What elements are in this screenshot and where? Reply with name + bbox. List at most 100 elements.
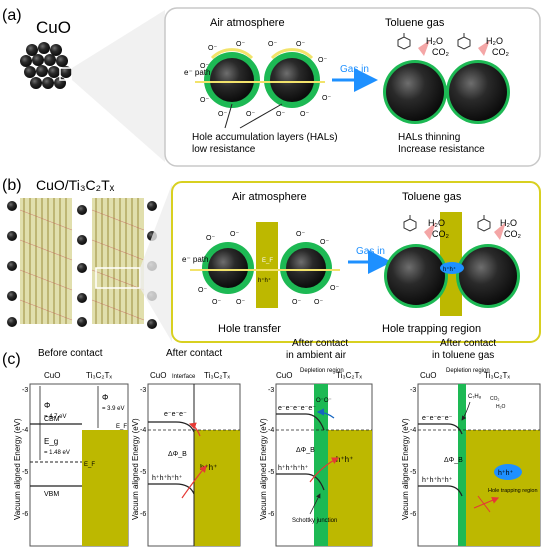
- a-toluene-title: Toluene gas: [385, 17, 445, 29]
- svg-text:O⁻: O⁻: [276, 111, 285, 118]
- cuo-ti3c2tx-title: CuO/Ti₃C₂Tₓ: [36, 177, 115, 193]
- a-toluene-sphere-2: [446, 60, 510, 124]
- c4-depletion-label: Depletion region: [446, 368, 490, 374]
- c4-co2: CO₂: [490, 396, 500, 402]
- b-gas-in-label: Gas in: [356, 246, 385, 257]
- svg-text:O⁻: O⁻: [300, 111, 309, 118]
- b-toluene-sphere-1: [384, 244, 448, 308]
- c2-electron-arrow: [188, 422, 201, 437]
- zoom-callout: [72, 10, 165, 162]
- a-result-line2: Increase resistance: [398, 144, 485, 155]
- svg-text:O⁻: O⁻: [320, 239, 329, 246]
- cuo-title: CuO: [36, 18, 71, 37]
- mxene-stack-1: [19, 198, 73, 324]
- c3-holes2: h⁺h⁺: [336, 455, 353, 464]
- a-oxygen-ions-air: O⁻ O⁻ O⁻ O⁻ O⁻ O⁻ O⁻ O⁻ O⁻ O⁻ O⁻ O⁻: [200, 41, 331, 118]
- svg-text:-4: -4: [268, 427, 274, 434]
- c1-phi-ti-val: = 3.9 eV: [102, 406, 125, 412]
- a-h2o-2: H₂O: [486, 36, 503, 46]
- c4-title-line2: in toluene gas: [432, 350, 494, 361]
- svg-text:-6: -6: [410, 511, 416, 518]
- panel-c: (c) Before contact CuO Ti₃C₂Tₓ Vacuum al…: [2, 338, 541, 547]
- c4-h2o: H₂O: [496, 404, 506, 410]
- panel-b: (b) CuO/Ti₃C₂Tₓ: [2, 177, 541, 343]
- a-co2-1: CO₂: [432, 47, 450, 57]
- a-result-line1: HALs thinning: [398, 132, 460, 143]
- svg-text:-5: -5: [410, 469, 416, 476]
- b-toluene-sphere-2: [456, 244, 520, 308]
- a-co2-2: CO₂: [492, 47, 510, 57]
- b-air-mxene-slab: [256, 222, 278, 308]
- c2-vb-bend: [148, 483, 195, 495]
- b-zoom-callout: [140, 184, 172, 342]
- c2-holes: h⁺h⁺h⁺h⁺: [152, 475, 183, 482]
- svg-text:O⁻: O⁻: [218, 111, 227, 118]
- b-hole-transfer-caption: Hole transfer: [218, 323, 281, 335]
- svg-text:-6: -6: [140, 511, 146, 518]
- a-air-sphere-2: [264, 48, 320, 108]
- svg-text:O⁻: O⁻: [318, 57, 327, 64]
- mxene-stack-2: [91, 198, 145, 324]
- svg-text:-3: -3: [268, 387, 274, 394]
- c-subplot-toluene-gas: After contact in toluene gas CuO Depleti…: [401, 338, 541, 547]
- c2-electrons: e⁻e⁻e⁻: [164, 411, 187, 418]
- c1-ti3c2tx-band: [82, 430, 128, 546]
- c4-hole-trap-ellipse: [494, 464, 522, 480]
- svg-text:-4: -4: [140, 427, 146, 434]
- c2-ylabel: Vacuum aligned Energy (eV): [131, 418, 140, 520]
- b-oxygen-ions-air: O⁻ O⁻ O⁻ O⁻ O⁻ O⁻ O⁻ O⁻ O⁻ O⁻: [198, 231, 339, 306]
- cuo-ball-cluster: [20, 42, 72, 89]
- c3-yticks: -3 -4 -5 -6: [268, 387, 274, 518]
- svg-text:O⁻: O⁻: [246, 111, 255, 118]
- c1-phi-cuo: Φ: [44, 401, 50, 410]
- svg-text:O⁻: O⁻: [230, 231, 239, 238]
- a-hal-pointer-2: [239, 103, 283, 129]
- svg-text:O⁻: O⁻: [268, 41, 277, 48]
- c4-ti3c2tx-band: [466, 430, 540, 546]
- c3-vb-bend: [276, 473, 325, 491]
- svg-text:O⁻: O⁻: [236, 299, 245, 306]
- svg-text:O⁻: O⁻: [198, 287, 207, 294]
- b-toluene-title: Toluene gas: [402, 191, 462, 203]
- svg-text:-5: -5: [268, 469, 274, 476]
- c4-blocked-mark: [477, 495, 491, 513]
- a-hal-pointer-1: [224, 103, 233, 129]
- a-air-title: Air atmosphere: [210, 17, 285, 29]
- b-pink-arrow-1: [424, 222, 436, 240]
- svg-text:-5: -5: [22, 469, 28, 476]
- c3-cb-bend: [276, 413, 325, 431]
- c1-ef2: E_F: [116, 424, 127, 430]
- svg-text:-3: -3: [140, 387, 146, 394]
- c2-yticks: -3 -4 -5 -6: [140, 387, 146, 518]
- c2-interface-label: Interface: [172, 374, 196, 380]
- c2-ti3c2tx-band: [194, 430, 240, 546]
- b-air-title: Air atmosphere: [232, 191, 307, 203]
- panel-b-label: (b): [2, 177, 22, 194]
- c3-title-line1: After contact: [292, 338, 348, 349]
- c4-ylabel: Vacuum aligned Energy (eV): [401, 418, 410, 520]
- c4-electrons: e⁻e⁻e⁻e⁻: [422, 415, 453, 422]
- c4-hole-arrow: [473, 496, 500, 509]
- c3-hole-transfer-arrow: [309, 457, 340, 483]
- a-h2o-1: H₂O: [426, 36, 443, 46]
- b-air-ef: E_F: [262, 258, 273, 264]
- b-trap-holes: h⁺h⁺: [443, 266, 456, 273]
- b-toluene-molecule-1: [403, 215, 417, 232]
- c3-schottky-pointer: [309, 493, 321, 515]
- a-toluene-molecule-2: [457, 33, 471, 50]
- a-pink-arrow-1: [418, 40, 430, 56]
- c3-dphi: ΔΦ_B: [296, 447, 315, 454]
- svg-text:O⁻: O⁻: [292, 299, 301, 306]
- c2-cb-bend: [148, 421, 195, 433]
- c4-gas-reaction-arrow: [461, 401, 471, 421]
- c1-phi-cuo-val: = 4.7 eV: [44, 414, 67, 420]
- c3-title-line2: in ambient air: [286, 350, 347, 361]
- b-hole-trapping-caption: Hole trapping region: [382, 323, 481, 335]
- c-subplot-before-contact: Before contact CuO Ti₃C₂Tₓ Vacuum aligne…: [13, 348, 129, 547]
- svg-text:O⁻: O⁻: [296, 41, 305, 48]
- b-air-sphere-1: [202, 242, 254, 294]
- svg-text:O⁻: O⁻: [208, 45, 217, 52]
- svg-text:O⁻: O⁻: [314, 299, 323, 306]
- a-toluene-molecule-1: [397, 33, 411, 50]
